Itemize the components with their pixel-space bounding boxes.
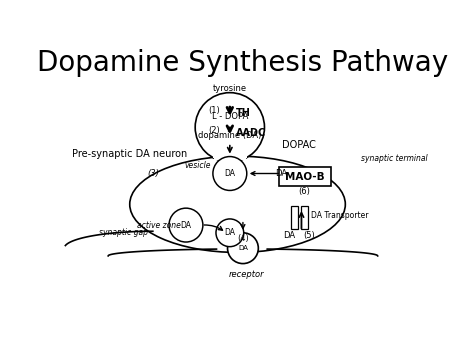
- Text: TH: TH: [236, 108, 251, 118]
- Text: (3): (3): [147, 169, 159, 178]
- Text: L - DOPA: L - DOPA: [212, 112, 248, 121]
- Text: Pre-synaptic DA neuron: Pre-synaptic DA neuron: [72, 149, 187, 159]
- Bar: [213, 143, 247, 158]
- Ellipse shape: [216, 219, 244, 247]
- Text: (6): (6): [299, 187, 310, 196]
- Text: DA: DA: [275, 169, 287, 178]
- Text: synaptic gap: synaptic gap: [99, 228, 148, 237]
- Text: (1): (1): [208, 106, 220, 115]
- Text: DA: DA: [238, 245, 248, 251]
- Text: DA: DA: [283, 231, 295, 240]
- Text: DA: DA: [224, 228, 235, 237]
- Bar: [301, 206, 308, 229]
- Ellipse shape: [195, 93, 264, 162]
- Ellipse shape: [213, 157, 247, 190]
- Text: vesicle: vesicle: [184, 160, 210, 170]
- Text: synaptic terminal: synaptic terminal: [361, 154, 428, 163]
- Text: DA: DA: [224, 169, 235, 178]
- Ellipse shape: [228, 233, 258, 264]
- Text: (4): (4): [237, 234, 249, 244]
- Bar: [292, 206, 298, 229]
- Text: AADC: AADC: [236, 128, 266, 138]
- FancyBboxPatch shape: [279, 167, 331, 186]
- Bar: [214, 151, 246, 160]
- Text: Dopamine Synthesis Pathway: Dopamine Synthesis Pathway: [37, 49, 448, 77]
- Text: tyrosine: tyrosine: [213, 84, 247, 93]
- Ellipse shape: [169, 208, 203, 242]
- Ellipse shape: [130, 156, 346, 252]
- Text: active zone: active zone: [137, 220, 182, 230]
- Text: DOPAC: DOPAC: [282, 140, 316, 151]
- Text: MAO-B: MAO-B: [285, 171, 324, 181]
- Text: (5): (5): [303, 231, 315, 240]
- Text: (2): (2): [208, 126, 220, 135]
- Text: DA Transporter: DA Transporter: [311, 211, 369, 220]
- Text: DA: DA: [181, 220, 191, 230]
- Text: receptor: receptor: [229, 270, 264, 279]
- Text: dopamine (DA): dopamine (DA): [198, 131, 262, 140]
